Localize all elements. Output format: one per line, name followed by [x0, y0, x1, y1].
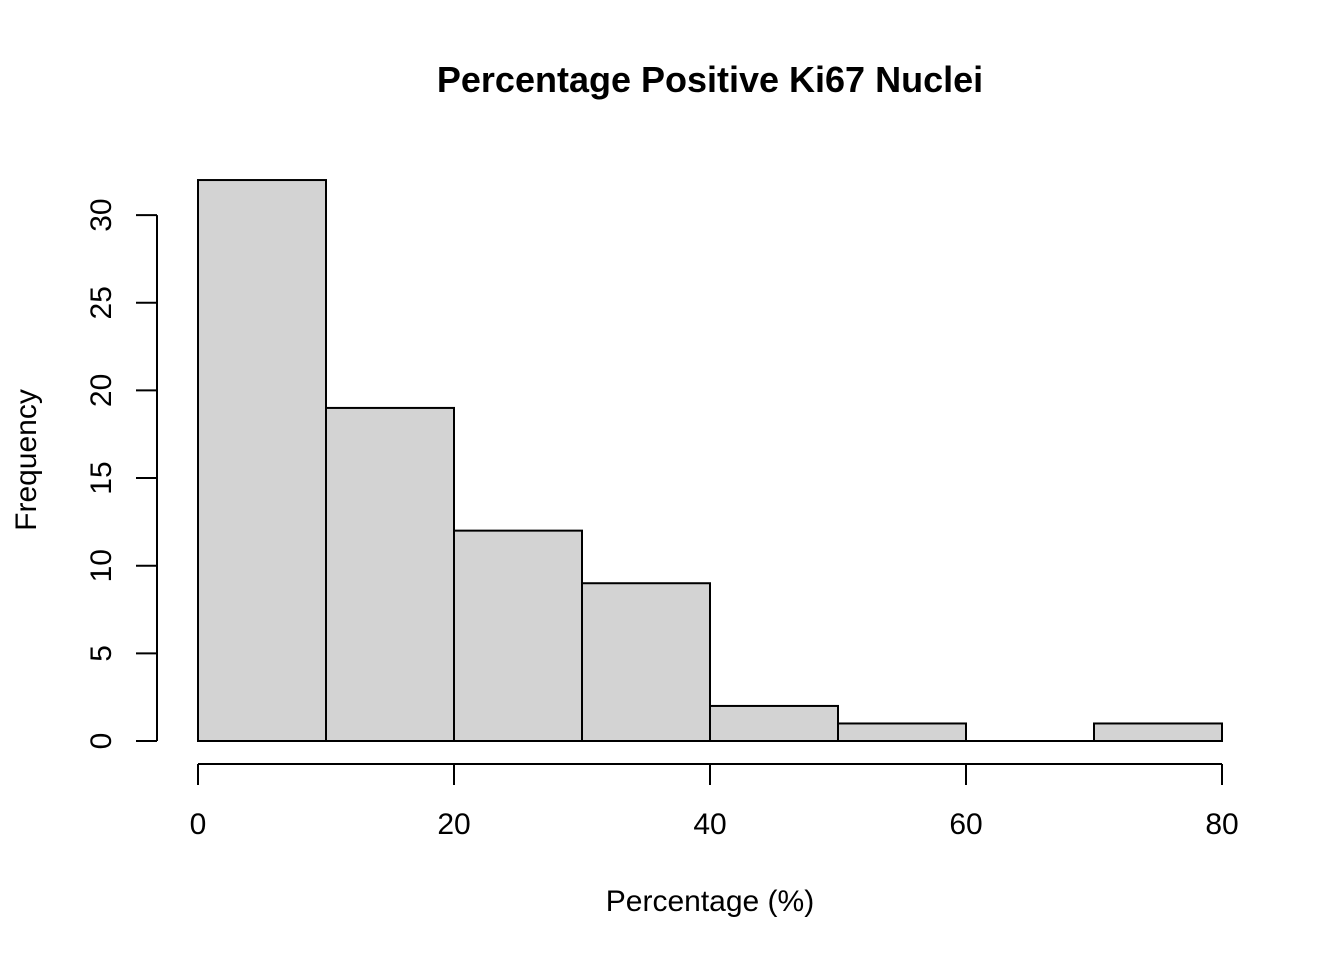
histogram-bar-30-40	[581, 582, 711, 742]
y-tick-label-30: 30	[85, 198, 118, 231]
histogram-bar-50-60	[837, 722, 967, 742]
y-tick-label-25: 25	[85, 286, 118, 319]
y-axis-label: Frequency	[10, 389, 43, 531]
y-tick-label-10: 10	[85, 549, 118, 582]
histogram-bars	[197, 179, 1223, 743]
histogram-bar-40-50	[709, 704, 839, 743]
y-tick-label-5: 5	[85, 645, 118, 662]
y-tick-label-20: 20	[85, 374, 118, 407]
x-axis: 0 20 40 60 80	[190, 763, 1239, 841]
chart-title: Percentage Positive Ki67 Nuclei	[437, 59, 983, 100]
y-axis: 0 5 10 15 20 25 30	[85, 198, 158, 750]
histogram-bar-10-20	[325, 406, 455, 742]
histogram-bar-20-30	[453, 529, 583, 743]
x-tick-label-20: 20	[437, 808, 470, 841]
x-axis-label: Percentage (%)	[606, 885, 814, 918]
x-tick-label-60: 60	[949, 808, 982, 841]
histogram-bar-70-80	[1093, 722, 1223, 742]
x-tick-label-40: 40	[693, 808, 726, 841]
y-tick-label-0: 0	[85, 733, 118, 750]
y-tick-label-15: 15	[85, 461, 118, 494]
histogram-bar-0-10	[197, 179, 327, 743]
x-tick-label-80: 80	[1205, 808, 1238, 841]
x-tick-label-0: 0	[190, 808, 207, 841]
